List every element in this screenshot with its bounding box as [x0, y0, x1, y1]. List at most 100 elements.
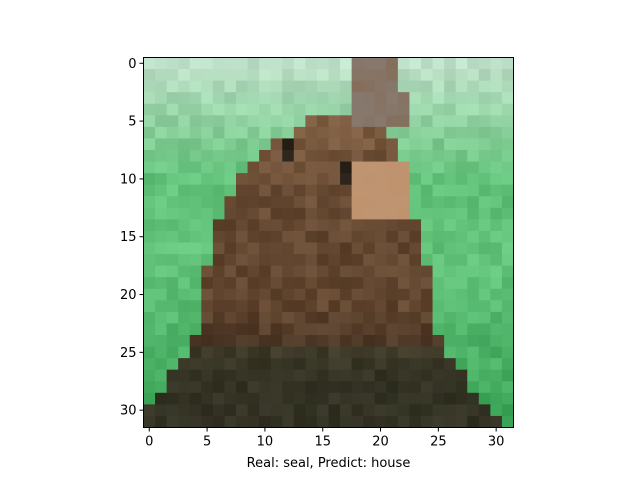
pixel-cell	[224, 300, 237, 313]
pixel-cell	[340, 300, 353, 313]
pixel-cell	[166, 69, 179, 82]
pixel-cell	[421, 404, 433, 417]
pixel-cell	[305, 92, 318, 105]
pixel-cell	[259, 138, 272, 151]
pixel-cell	[259, 346, 272, 359]
pixel-cell	[432, 392, 445, 405]
pixel-cell	[178, 219, 191, 232]
pixel-cell	[224, 161, 237, 174]
pixel-cell	[397, 404, 410, 417]
pixel-cell	[155, 219, 168, 232]
pixel-cell	[501, 80, 514, 93]
pixel-cell	[409, 415, 422, 428]
x-axis-label: Real: seal, Predict: house	[247, 456, 411, 471]
pixel-cell	[270, 415, 283, 428]
pixel-cell	[155, 69, 168, 82]
pixel-cell	[386, 369, 399, 382]
pixel-cell	[351, 404, 364, 417]
pixel-cell	[455, 346, 468, 359]
pixel-cell	[490, 115, 503, 128]
pixel-cell	[224, 358, 237, 371]
pixel-cell	[305, 219, 318, 232]
pixel-cell	[328, 277, 341, 290]
pixel-cell	[374, 230, 387, 243]
pixel-cell	[316, 207, 329, 220]
pixel-cell	[247, 230, 260, 243]
pixel-cell	[409, 335, 422, 347]
pixel-cell	[386, 358, 399, 371]
pixel-cell	[455, 254, 468, 267]
pixel-cell	[282, 323, 295, 336]
pixel-cell	[201, 392, 214, 405]
pixel-cell	[340, 115, 353, 128]
pixel-cell	[212, 300, 225, 313]
pixel-cell	[340, 415, 353, 428]
pixel-cell	[316, 173, 329, 186]
y-tick-label: 15	[120, 230, 137, 245]
pixel-cell	[189, 184, 202, 197]
pixel-cell	[247, 277, 260, 290]
pixel-cell	[374, 415, 387, 428]
pixel-cell	[490, 265, 503, 278]
pixel-cell	[316, 242, 329, 255]
pixel-cell	[305, 242, 318, 255]
pixel-cell	[328, 138, 341, 151]
pixel-cell	[363, 196, 376, 209]
pixel-cell	[351, 358, 364, 371]
pixel-cell	[397, 138, 410, 151]
pixel-cell	[189, 288, 202, 301]
pixel-cell	[397, 288, 410, 301]
pixel-cell	[444, 254, 457, 267]
pixel-cell	[282, 288, 295, 301]
pixel-cell	[490, 369, 503, 382]
pixel-cell	[247, 369, 260, 382]
pixel-cell	[432, 80, 445, 93]
pixel-cell	[293, 381, 306, 394]
pixel-cell	[351, 219, 364, 232]
pixel-cell	[455, 115, 468, 128]
pixel-cell	[374, 404, 387, 417]
pixel-cell	[305, 207, 318, 220]
pixel-cell	[467, 196, 480, 209]
pixel-cell	[409, 184, 422, 197]
pixel-cell	[247, 335, 260, 347]
pixel-cell	[363, 346, 376, 359]
pixel-cell	[282, 173, 295, 186]
pixel-cell	[270, 80, 283, 93]
pixel-cell	[247, 150, 260, 162]
pixel-cell	[270, 69, 283, 82]
pixel-cell	[455, 92, 468, 105]
pixel-cell	[247, 115, 260, 128]
pixel-cell	[305, 115, 318, 128]
pixel-cell	[212, 173, 225, 186]
pixel-cell	[374, 80, 387, 93]
pixel-cell	[293, 404, 306, 417]
pixel-cell	[444, 173, 457, 186]
pixel-cell	[455, 103, 468, 116]
pixel-cell	[293, 300, 306, 313]
pixel-cell	[374, 161, 387, 174]
pixel-cell	[490, 173, 503, 186]
y-axis: 0 5 10 15 20 25 30	[120, 57, 144, 419]
pixel-cell	[224, 92, 237, 105]
pixel-cell	[432, 184, 445, 197]
pixel-cell	[421, 173, 433, 186]
pixel-cell	[328, 335, 341, 347]
pixel-cell	[201, 265, 214, 278]
pixel-cell	[478, 346, 491, 359]
pixel-cell	[455, 392, 468, 405]
pixel-cell	[409, 323, 422, 336]
pixel-cell	[374, 207, 387, 220]
pixel-cell	[282, 254, 295, 267]
pixel-cell	[363, 80, 376, 93]
pixel-cell	[282, 207, 295, 220]
pixel-cell	[178, 126, 191, 139]
pixel-cell	[374, 323, 387, 336]
pixel-cell	[201, 92, 214, 105]
pixel-cell	[293, 346, 306, 359]
pixel-cell	[374, 57, 387, 70]
pixel-cell	[386, 103, 399, 116]
pixel-cell	[421, 138, 433, 151]
pixel-cell	[328, 207, 341, 220]
pixel-cell	[155, 150, 168, 162]
